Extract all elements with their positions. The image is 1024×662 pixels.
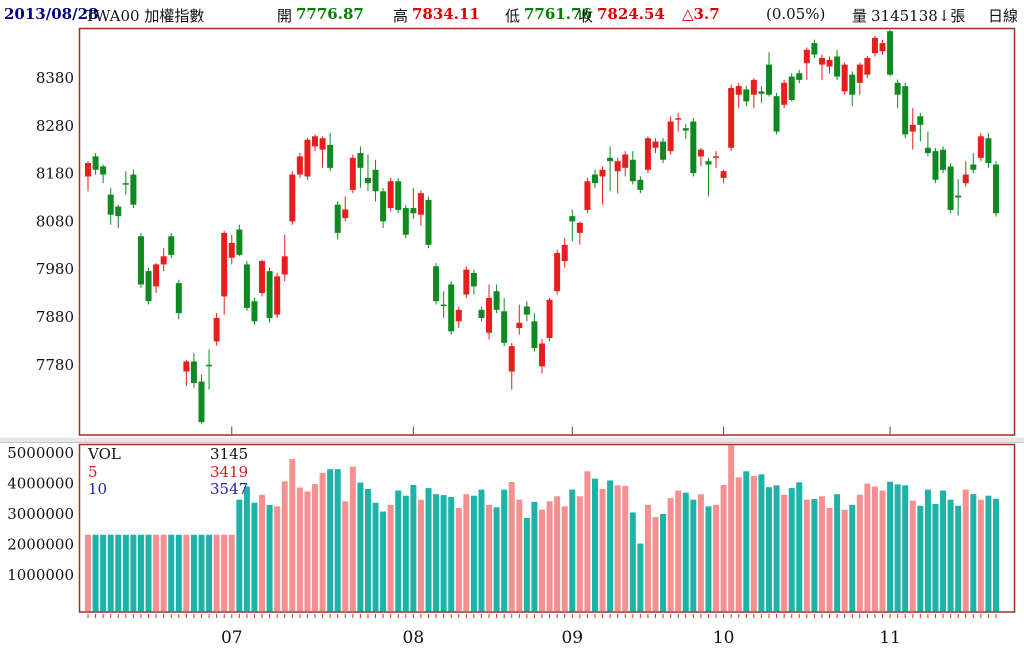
volume-ma5-label: 5: [88, 462, 98, 481]
svg-text:8380: 8380: [36, 69, 74, 87]
change-percent: (0.05%): [766, 5, 826, 23]
open-label: 開: [277, 7, 293, 25]
volume-legend-value: 3145: [210, 445, 249, 463]
period-daily-label[interactable]: 日線: [988, 7, 1019, 25]
low-label: 低: [505, 7, 521, 25]
volume-ma10-value: 3547: [210, 480, 249, 498]
volume-legend: VOL 3145 5 3419 10 3547: [88, 445, 258, 499]
svg-text:10: 10: [713, 628, 735, 648]
trade-date: 2013/08/28: [4, 5, 99, 23]
low-value: 7761.76: [524, 5, 592, 23]
volume-ma5-value: 3419: [210, 462, 249, 481]
high-value: 7834.11: [412, 5, 480, 23]
svg-text:07: 07: [221, 628, 243, 648]
svg-text:3000000: 3000000: [7, 505, 74, 523]
close-label: 收: [578, 7, 594, 25]
change-value: △3.7: [682, 5, 720, 23]
volume-label: 量: [852, 7, 868, 25]
svg-text:7880: 7880: [36, 308, 74, 326]
symbol-name: TWA00 加權指數: [85, 7, 205, 25]
volume-legend-label: VOL: [88, 445, 121, 463]
svg-text:2000000: 2000000: [7, 536, 74, 554]
svg-text:09: 09: [561, 628, 583, 648]
svg-text:5000000: 5000000: [7, 444, 74, 462]
svg-text:7980: 7980: [36, 260, 74, 278]
close-value: 7824.54: [597, 5, 665, 23]
volume-value: 3145138↓張: [871, 7, 966, 25]
svg-text:08: 08: [403, 628, 425, 648]
volume-ma10-label: 10: [88, 480, 108, 498]
svg-text:4000000: 4000000: [7, 475, 74, 493]
pane-splitter[interactable]: [0, 437, 1024, 443]
svg-text:8080: 8080: [36, 212, 74, 230]
svg-text:8180: 8180: [36, 165, 74, 183]
svg-text:8280: 8280: [36, 117, 74, 135]
open-value: 7776.87: [296, 5, 364, 23]
svg-text:11: 11: [879, 628, 901, 648]
svg-text:7780: 7780: [36, 356, 74, 374]
high-label: 高: [393, 7, 409, 25]
svg-text:1000000: 1000000: [7, 566, 74, 584]
